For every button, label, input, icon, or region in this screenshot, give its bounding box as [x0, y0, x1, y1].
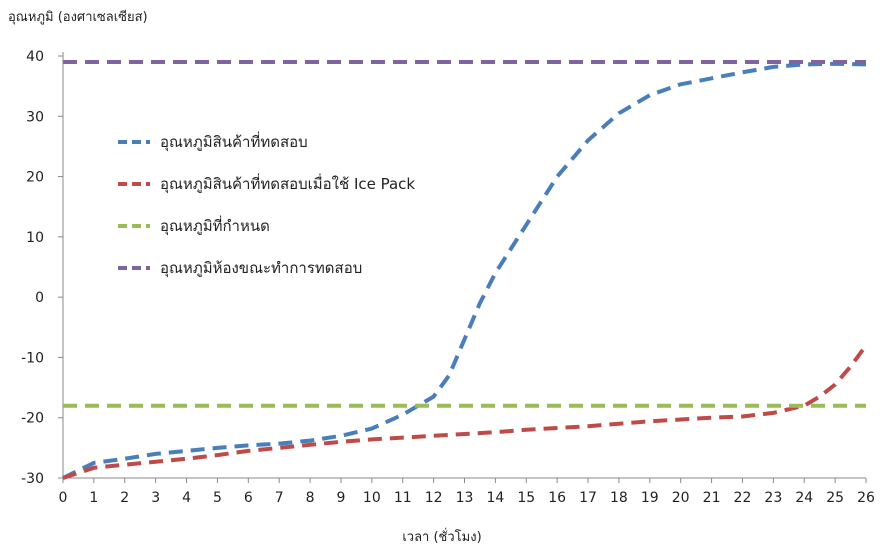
x-tick-label: 1	[89, 490, 98, 506]
x-tick-label: 23	[764, 490, 782, 506]
x-tick-label: 22	[734, 490, 752, 506]
x-tick-label: 17	[579, 490, 597, 506]
x-tick-label: 20	[672, 490, 690, 506]
x-tick-label: 15	[517, 490, 535, 506]
legend-label-4: อุณหภูมิห้องขณะทำการทดสอบ	[160, 259, 362, 278]
x-tick-label: 24	[795, 490, 813, 506]
y-tick-label: -10	[21, 350, 44, 366]
x-tick-label: 11	[394, 490, 412, 506]
y-tick-label: 20	[26, 170, 44, 186]
x-tick-label: 4	[182, 490, 191, 506]
legend-label-1: อุณหภูมิสินค้าที่ทดสอบ	[160, 131, 308, 152]
y-tick-label: 40	[26, 49, 44, 65]
x-tick-label: 25	[826, 490, 844, 506]
legend-label-3: อุณหภูมิที่กำหนด	[160, 215, 270, 236]
series-line-2	[62, 344, 868, 480]
x-tick-label: 19	[641, 490, 659, 506]
x-tick-label: 0	[59, 490, 68, 506]
x-tick-label: 12	[425, 490, 443, 506]
x-axis-label: เวลา (ชั่วโมง)	[402, 530, 482, 545]
y-tick-label: 10	[26, 230, 44, 246]
x-tick-label: 16	[548, 490, 566, 506]
legend-label-2: อุณหภูมิสินค้าที่ทดสอบเมื่อใช้ Ice Pack	[160, 173, 415, 194]
x-tick-label: 2	[120, 490, 129, 506]
y-axis-label: อุณหภูมิ (องศาเซลเซียส)	[8, 10, 148, 25]
x-tick-label: 7	[275, 490, 284, 506]
x-tick-label: 6	[244, 490, 253, 506]
x-tick-label: 14	[486, 490, 504, 506]
x-tick-label: 8	[306, 490, 315, 506]
series-line-1	[62, 61, 867, 480]
y-tick-label: -20	[21, 411, 44, 427]
x-tick-label: 10	[363, 490, 381, 506]
x-tick-label: 26	[857, 490, 875, 506]
x-tick-label: 21	[703, 490, 721, 506]
x-tick-label: 5	[213, 490, 222, 506]
x-tick-label: 13	[456, 490, 474, 506]
y-tick-label: -30	[21, 471, 44, 487]
x-tick-label: 3	[151, 490, 160, 506]
x-tick-label: 18	[610, 490, 628, 506]
y-tick-label: 0	[35, 290, 44, 306]
y-tick-label: 30	[26, 109, 44, 125]
x-tick-label: 9	[337, 490, 346, 506]
